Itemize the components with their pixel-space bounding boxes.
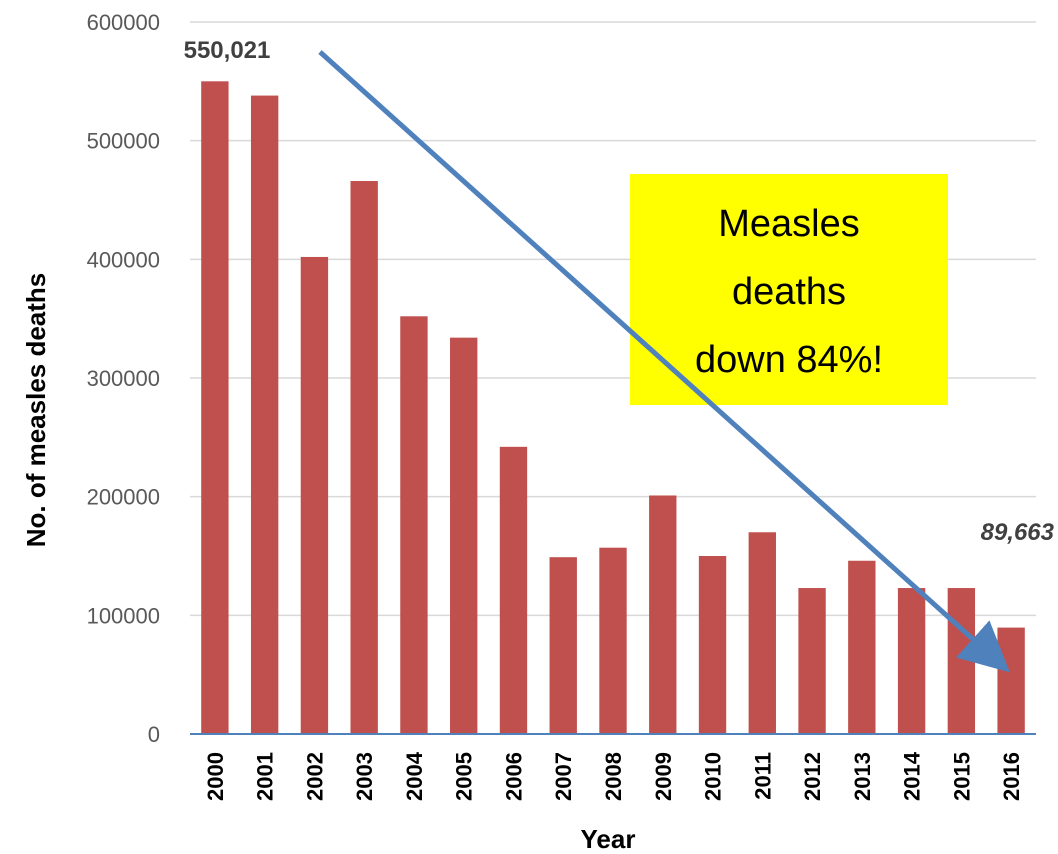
x-tick-label: 2016: [999, 752, 1024, 801]
x-axis-title: Year: [581, 824, 636, 854]
gridlines: [190, 21, 1036, 617]
x-tick-label: 2005: [452, 752, 477, 801]
bar-2006: [499, 446, 528, 734]
x-tick-label: 2014: [900, 751, 925, 801]
x-tick-label: 2001: [253, 752, 278, 801]
x-tick-label: 2012: [800, 752, 825, 801]
x-tick-label: 2006: [501, 752, 526, 801]
callout-line-2: deaths: [732, 271, 846, 313]
end-value-label: 89,663: [981, 519, 1055, 546]
x-tick-label: 2009: [651, 752, 676, 801]
x-tick-label: 2008: [601, 752, 626, 801]
bar-2005: [450, 337, 478, 734]
x-tick-label: 2007: [551, 752, 576, 801]
trend-arrow: [318, 50, 1010, 673]
y-tick-label: 300000: [87, 366, 160, 391]
bar-2002: [300, 256, 329, 734]
bar-2007: [549, 557, 577, 734]
bar-2008: [599, 547, 627, 734]
bar-2012: [798, 588, 826, 734]
bar-2013: [848, 560, 876, 734]
x-tick-label: 2000: [203, 752, 228, 801]
y-tick-label: 100000: [87, 603, 160, 628]
bar-2003: [350, 181, 378, 735]
y-tick-label: 600000: [87, 10, 160, 35]
start-value-label: 550,021: [184, 37, 271, 64]
x-tick-label: 2002: [302, 752, 327, 801]
x-tick-label: 2013: [850, 752, 875, 801]
bar-2016: [997, 627, 1025, 734]
x-tick-label: 2004: [402, 751, 427, 801]
bar-2011: [748, 532, 776, 734]
y-tick-label: 400000: [87, 247, 160, 272]
y-tick-labels: 0 100000 200000 300000 400000 500000 600000: [87, 10, 160, 747]
bar-2001: [250, 95, 279, 734]
bar-2014: [897, 588, 926, 734]
callout-line-1: Measles: [718, 203, 860, 245]
x-tick-label: 2003: [352, 752, 377, 801]
bar-2004: [400, 316, 428, 734]
bars: [201, 81, 1025, 735]
y-axis-title: No. of measles deaths: [21, 273, 51, 548]
bar-2015: [947, 588, 976, 734]
bar-2010: [698, 556, 727, 734]
x-tick-label: 2010: [701, 752, 726, 801]
x-tick-label: 2011: [750, 752, 775, 800]
y-tick-label: 500000: [87, 129, 160, 154]
callout-line-3: down 84%!: [695, 339, 883, 381]
x-tick-labels: 2000 2001 2002 2003 2004 2005 2006 2007 2008 2009…: [203, 751, 1024, 801]
bar-2000: [201, 81, 229, 734]
y-tick-label: 200000: [87, 485, 160, 510]
bar-2009: [649, 495, 677, 734]
x-tick-label: 2015: [949, 752, 974, 801]
callout-box: [630, 174, 948, 405]
y-tick-label: 0: [148, 722, 160, 747]
